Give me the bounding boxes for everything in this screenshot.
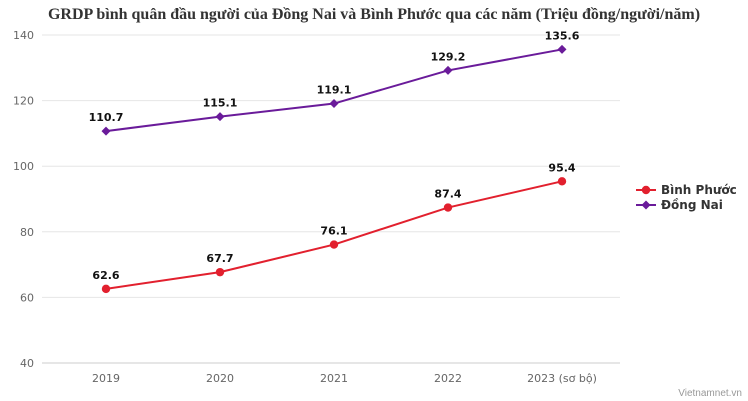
legend-label-dong-nai: Đồng Nai <box>661 198 723 212</box>
data-point-dong-nai <box>329 99 339 109</box>
x-tick-label: 2023 (sơ bộ) <box>527 372 597 385</box>
y-tick-label: 80 <box>20 226 34 239</box>
y-tick-label: 100 <box>13 160 34 173</box>
x-tick-label: 2020 <box>206 372 234 385</box>
legend-marker-dong-nai <box>641 200 651 210</box>
data-label-dong-nai: 135.6 <box>545 29 580 42</box>
data-point-dong-nai <box>557 44 567 54</box>
y-tick-label: 120 <box>13 95 34 108</box>
x-axis: 2019 2020 2021 2022 2023 (sơ bộ) <box>42 362 620 385</box>
y-tick-label: 60 <box>20 291 34 304</box>
data-point-binh-phuoc <box>443 203 453 212</box>
data-label-dong-nai: 119.1 <box>317 84 352 97</box>
source-credit: Vietnamnet.vn <box>678 388 742 399</box>
data-label-binh-phuoc: 95.4 <box>548 161 575 174</box>
x-tick-label: 2019 <box>92 372 120 385</box>
data-label-dong-nai: 110.7 <box>89 111 124 124</box>
data-labels: 62.6 67.7 76.1 87.4 95.4 110.7 115.1 119.1 129.2… <box>89 29 580 281</box>
chart-title: GRDP bình quân đầu người của Đồng Nai và… <box>47 6 701 23</box>
data-point-dong-nai <box>443 65 453 75</box>
data-label-binh-phuoc: 87.4 <box>434 188 461 201</box>
data-label-binh-phuoc: 67.7 <box>206 252 233 265</box>
legend-label-binh-phuoc: Bình Phước <box>661 183 737 197</box>
data-point-dong-nai <box>101 126 111 136</box>
data-label-dong-nai: 129.2 <box>431 50 466 63</box>
series-group <box>101 44 567 294</box>
x-tick-label: 2022 <box>434 372 462 385</box>
data-point-binh-phuoc <box>329 240 339 249</box>
data-point-binh-phuoc <box>557 177 567 186</box>
legend-marker-binh-phuoc <box>641 185 651 195</box>
data-label-dong-nai: 115.1 <box>203 97 238 110</box>
y-tick-label: 140 <box>13 29 34 42</box>
data-label-binh-phuoc: 76.1 <box>320 225 347 238</box>
x-tick-label: 2021 <box>320 372 348 385</box>
data-point-binh-phuoc <box>101 284 111 294</box>
data-label-binh-phuoc: 62.6 <box>92 269 119 282</box>
data-point-dong-nai <box>215 112 225 122</box>
data-point-binh-phuoc <box>215 267 225 277</box>
y-axis: 40 60 80 100 120 140 <box>13 29 34 370</box>
y-tick-label: 40 <box>20 357 34 370</box>
